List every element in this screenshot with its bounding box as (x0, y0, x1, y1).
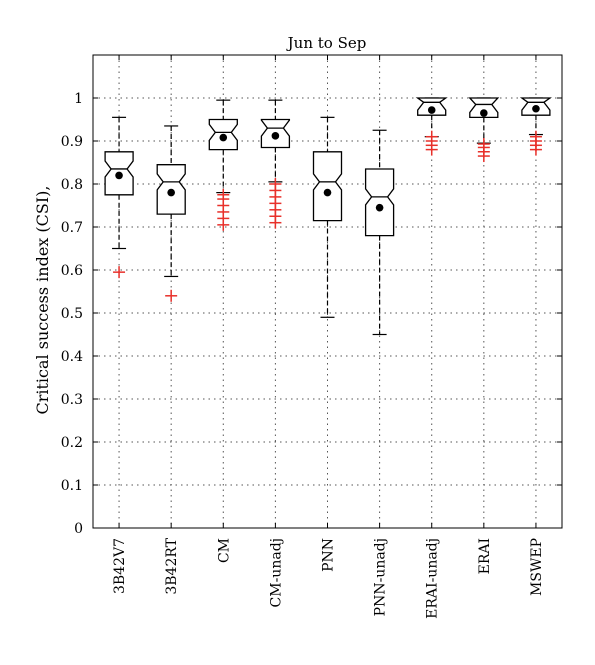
box-body (312, 151, 343, 222)
y-tick-label: 0.2 (61, 435, 83, 451)
box-CM (208, 99, 238, 231)
y-tick-label: 0.9 (61, 134, 83, 150)
box-3B42V7 (104, 116, 134, 279)
y-tick-label: 0.4 (61, 349, 83, 365)
plot-frame (92, 54, 563, 529)
outlier-marker (269, 178, 282, 190)
box-CM-unadj (260, 99, 291, 229)
outlier-marker (529, 130, 542, 143)
y-tick-label: 1 (74, 91, 83, 107)
outlier-marker (477, 138, 490, 151)
x-tick-label: 3B42RT (164, 537, 180, 594)
box-ERAI-unadj (415, 97, 448, 156)
box-PNN (312, 116, 343, 318)
mean-marker (167, 188, 175, 197)
mean-marker (219, 133, 228, 142)
x-tick-label: 3B42V7 (112, 538, 128, 594)
box-body (364, 168, 395, 237)
mean-marker (115, 171, 123, 180)
y-tick-label: 0.5 (61, 306, 83, 322)
x-tick-label: MSWEP (529, 538, 545, 596)
mean-marker (480, 109, 488, 117)
outlier-marker (165, 289, 178, 302)
x-tick-label: ERAI-unadj (425, 538, 441, 619)
y-tick-label: 0.6 (61, 263, 83, 279)
boxes (104, 97, 552, 336)
y-tick-label: 0.1 (61, 478, 83, 494)
outlier-marker (113, 266, 126, 279)
y-tick-label: 0.3 (61, 392, 83, 408)
mean-marker (323, 188, 332, 197)
x-tick-label: PNN-unadj (373, 538, 389, 616)
y-tick-label: 0.7 (61, 220, 83, 236)
y-tick-label: 0.8 (61, 177, 83, 193)
outlier-marker (217, 188, 230, 201)
chart-title: Jun to Sep (286, 34, 367, 52)
x-tick-label: PNN (321, 538, 337, 572)
x-tick-label: ERAI (477, 538, 493, 574)
box-MSWEP (519, 97, 552, 156)
y-axis-label: Critical success index (CSI), (33, 185, 52, 414)
x-tick-label: CM-unadj (268, 538, 284, 607)
mean-marker (427, 106, 436, 114)
box-PNN-unadj (364, 129, 395, 336)
tick-labels: 0 0.1 0.2 0.3 0.4 0.5 0.6 0.7 0.8 0.9 1 3B42V7 3B42R… (61, 91, 545, 619)
box-3B42RT (156, 125, 186, 302)
mean-marker (532, 104, 540, 113)
mean-marker (271, 132, 280, 140)
y-tick-label: 0 (74, 521, 83, 537)
outlier-marker (425, 130, 438, 143)
box-ERAI (468, 97, 500, 163)
axes (92, 54, 563, 529)
mean-marker (375, 203, 384, 212)
box-body (468, 97, 500, 119)
x-tick-label: CM (216, 538, 232, 563)
